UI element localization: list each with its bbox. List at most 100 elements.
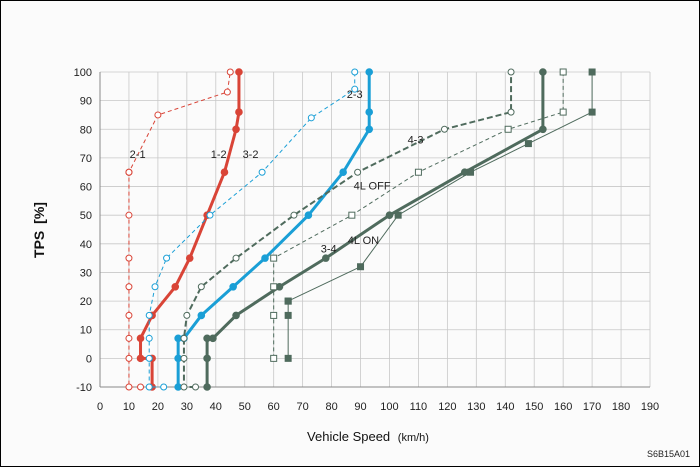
data-point-4l-on xyxy=(524,140,532,148)
data-point-4-3 xyxy=(180,334,188,342)
data-point-4l-on xyxy=(284,311,292,319)
y-tick-label: 0 xyxy=(86,353,92,365)
data-point-3-2 xyxy=(163,254,171,262)
x-tick-label: 60 xyxy=(268,401,280,413)
data-point-4-3 xyxy=(180,383,188,391)
x-tick-label: 100 xyxy=(380,401,398,413)
data-point-3-2 xyxy=(145,354,153,362)
annotation-label: 3-2 xyxy=(243,149,259,161)
y-tick-label: -10 xyxy=(76,382,92,394)
data-point-2-1 xyxy=(125,254,133,262)
data-point-4l-on xyxy=(588,68,596,76)
data-point-3-4 xyxy=(385,211,394,219)
series-layer xyxy=(125,68,596,391)
data-point-1-2 xyxy=(136,334,145,343)
data-point-4l-off xyxy=(504,125,512,133)
y-tick-label: 50 xyxy=(80,210,92,222)
data-point-1-2 xyxy=(185,254,194,262)
data-point-4l-off xyxy=(270,311,278,319)
data-point-4-3 xyxy=(507,108,515,116)
y-tick-label: 30 xyxy=(80,267,92,279)
x-tick-label: 120 xyxy=(438,401,456,413)
data-point-4l-off xyxy=(414,168,422,176)
data-point-3-4 xyxy=(539,68,547,76)
data-point-4-3 xyxy=(354,168,362,176)
y-tick-label: 60 xyxy=(80,182,92,194)
data-point-4l-off xyxy=(348,211,356,219)
x-tick-label: 130 xyxy=(467,401,485,413)
x-tick-label: 140 xyxy=(496,401,514,413)
data-point-2-3 xyxy=(339,168,347,177)
data-point-4-3 xyxy=(507,68,515,76)
x-tick-label: 150 xyxy=(525,401,543,413)
annotation-layer: 2-1 1-2 3-2 2-3 4-3 4L OFF 3-4 4L ON xyxy=(130,89,424,256)
data-point-3-2 xyxy=(145,334,153,342)
data-point-2-3 xyxy=(261,254,269,262)
data-point-2-1 xyxy=(125,311,133,319)
data-point-1-2 xyxy=(232,125,240,134)
data-point-2-1 xyxy=(125,334,133,342)
data-point-4l-off xyxy=(270,283,278,291)
figure-code: S6B15A01 xyxy=(646,449,690,459)
data-point-3-2 xyxy=(258,168,266,176)
x-tick-label: 180 xyxy=(612,401,630,413)
data-point-3-4 xyxy=(321,254,330,262)
data-point-3-4 xyxy=(539,125,547,134)
data-point-4-3 xyxy=(290,211,298,219)
data-point-2-3 xyxy=(304,211,313,219)
data-point-1-2 xyxy=(171,282,180,291)
x-tick-label: 20 xyxy=(152,401,164,413)
data-point-1-2 xyxy=(235,68,243,76)
data-point-4l-off xyxy=(559,68,567,76)
data-point-3-4 xyxy=(209,334,217,343)
annotation-label: 3-4 xyxy=(321,243,337,255)
x-tick-label: 160 xyxy=(554,401,572,413)
data-point-1-2 xyxy=(220,168,229,177)
data-point-4l-on xyxy=(467,168,475,176)
series-line-3-4 xyxy=(205,72,545,387)
y-tick-label: 70 xyxy=(80,153,92,165)
data-point-2-1 xyxy=(125,211,133,219)
data-point-3-2 xyxy=(160,383,168,391)
data-point-2-1 xyxy=(154,111,162,119)
series-line-2-1 xyxy=(128,71,231,388)
data-point-4-3 xyxy=(180,354,188,362)
data-point-4l-off xyxy=(270,254,278,262)
annotation-label: 4L OFF xyxy=(354,180,391,192)
data-point-2-1 xyxy=(226,68,234,76)
data-point-2-1 xyxy=(125,354,133,362)
data-point-1-2 xyxy=(235,108,243,116)
data-point-4-3 xyxy=(197,283,205,291)
data-point-3-4 xyxy=(203,354,211,363)
data-point-4-3 xyxy=(232,254,240,262)
data-point-3-4 xyxy=(203,383,211,391)
data-point-2-1 xyxy=(125,383,133,391)
data-point-3-2 xyxy=(351,68,359,76)
data-point-2-3 xyxy=(229,282,237,291)
data-point-4l-on xyxy=(394,211,402,219)
data-point-2-1 xyxy=(125,283,133,291)
data-point-3-2 xyxy=(307,114,315,122)
data-point-2-3 xyxy=(365,68,374,76)
data-point-4l-off xyxy=(559,108,567,116)
y-tick-label: 100 xyxy=(74,67,92,79)
data-point-3-2 xyxy=(145,383,153,391)
data-point-1-2 xyxy=(136,354,145,363)
data-point-4l-off xyxy=(270,354,278,362)
data-point-2-3 xyxy=(197,311,206,320)
data-point-3-2 xyxy=(145,311,153,319)
data-point-4-3 xyxy=(183,311,191,319)
data-point-3-4 xyxy=(232,311,240,320)
x-tick-label: 80 xyxy=(325,401,337,413)
data-point-2-1 xyxy=(137,383,145,391)
y-tick-label: 10 xyxy=(80,325,92,337)
axes: 0 10 20 30 40 50 60 70 80 90 100 110 120 130 140 150 160… xyxy=(74,67,660,413)
data-point-2-3 xyxy=(365,125,374,134)
data-point-4l-on xyxy=(284,354,292,362)
data-point-4l-on xyxy=(588,108,596,116)
x-tick-label: 40 xyxy=(210,401,222,413)
data-point-4l-on xyxy=(284,297,292,305)
data-point-4l-on xyxy=(357,263,365,271)
series-line-1-2 xyxy=(139,72,241,387)
